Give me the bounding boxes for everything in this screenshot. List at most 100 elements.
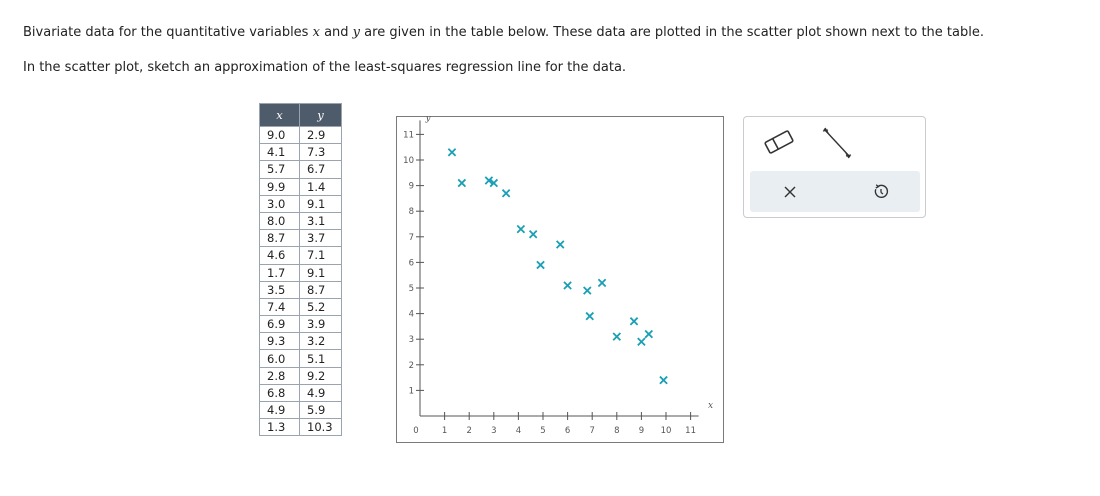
cell-y: 3.1	[299, 211, 342, 231]
plot-frame	[396, 116, 724, 443]
x-tick-label: 9	[639, 426, 644, 436]
table-row: 6.8 4.9	[259, 383, 342, 403]
table-row: 5.7 6.7	[259, 160, 342, 179]
table-row: 8.0 3.1	[259, 211, 342, 231]
data-point	[555, 240, 565, 249]
eraser-icon[interactable]	[762, 129, 796, 159]
cell-x: 8.0	[259, 211, 300, 231]
cell-x: 6.8	[259, 383, 300, 403]
data-point	[583, 286, 592, 295]
data-point	[457, 178, 467, 188]
cell-x: 2.8	[259, 366, 300, 385]
cell-x: 4.9	[259, 400, 300, 420]
table-row: 4.9 5.9	[259, 400, 342, 420]
table-row: 9.9 1.4	[259, 177, 342, 196]
y-tick-label: 3	[409, 335, 414, 345]
cell-x: 9.0	[259, 125, 300, 145]
cell-y: 10.3	[299, 418, 342, 437]
data-point	[536, 260, 545, 270]
table-row: 9.0 2.9	[259, 125, 342, 145]
cell-x: 3.0	[259, 194, 300, 213]
data-point	[447, 148, 457, 157]
line-tool-icon[interactable]	[818, 125, 856, 165]
cell-y: 7.1	[299, 246, 342, 265]
data-point	[484, 176, 494, 185]
cell-x: 1.3	[259, 418, 300, 437]
cell-y: 7.3	[299, 143, 342, 162]
cell-y: 1.4	[299, 177, 342, 196]
table-row: 6.0 5.1	[259, 349, 342, 368]
table-row: 4.6 7.1	[259, 246, 342, 265]
data-point	[501, 189, 511, 198]
x-tick-label: 4	[516, 426, 521, 436]
close-icon[interactable]	[782, 184, 798, 204]
var-y: y	[352, 25, 361, 40]
y-tick-label: 6	[409, 258, 414, 268]
var-x: x	[312, 25, 320, 40]
y-tick-label: 2	[409, 361, 414, 371]
cell-x: 9.9	[259, 177, 300, 196]
x-tick-label: 7	[589, 426, 594, 436]
table-row: 1.3 10.3	[259, 418, 342, 437]
data-point	[597, 278, 607, 288]
table-row: 8.7 3.7	[259, 229, 342, 248]
table-header-row: x y	[259, 103, 342, 127]
y-tick-label: 8	[409, 207, 414, 217]
cell-y: 6.7	[299, 160, 342, 179]
cell-y: 9.2	[299, 366, 342, 385]
cell-y: 5.2	[299, 297, 342, 317]
undo-icon[interactable]	[872, 183, 890, 205]
prompt-line-2: In the scatter plot, sketch an approxima…	[23, 60, 627, 75]
cell-x: 1.7	[259, 263, 300, 282]
table-row: 7.4 5.2	[259, 297, 342, 317]
drawing-toolbar	[743, 116, 926, 218]
data-point	[563, 281, 572, 290]
table-row: 2.8 9.2	[259, 366, 342, 385]
cell-y: 4.9	[299, 383, 342, 403]
x-tick-label: 10	[661, 426, 672, 436]
data-point	[629, 317, 639, 326]
cell-x: 6.9	[259, 315, 300, 334]
y-axis-label: y	[424, 116, 431, 123]
x-tick-label: 5	[540, 426, 545, 436]
table-row: 1.7 9.1	[259, 263, 342, 282]
cell-y: 9.1	[299, 194, 342, 213]
y-tick-label: 11	[403, 130, 414, 140]
prompt-line-1: Bivariate data for the quantitative vari…	[23, 25, 984, 40]
prompt-text: Bivariate data for the quantitative vari…	[23, 25, 313, 40]
column-header-y: y	[299, 103, 342, 127]
table-row: 4.1 7.3	[259, 143, 342, 162]
x-tick-label: 6	[565, 426, 570, 436]
data-point	[516, 224, 526, 234]
cell-x: 5.7	[259, 160, 300, 179]
data-point	[637, 337, 646, 346]
x-axis-label: x	[708, 401, 713, 411]
cell-x: 4.1	[259, 143, 300, 162]
cell-x: 4.6	[259, 246, 300, 265]
x-tick-label: 11	[685, 426, 696, 436]
data-point	[585, 311, 594, 321]
cell-y: 3.7	[299, 229, 342, 248]
cell-y: 2.9	[299, 125, 342, 145]
x-tick-label: 3	[491, 426, 496, 436]
data-point	[612, 332, 622, 341]
y-tick-label: 10	[403, 156, 414, 166]
table-row: 3.5 8.7	[259, 280, 342, 299]
data-points	[447, 148, 668, 385]
cell-x: 3.5	[259, 280, 300, 299]
table-row: 6.9 3.9	[259, 315, 342, 334]
cell-y: 8.7	[299, 280, 342, 299]
action-bar	[750, 171, 920, 212]
cell-y: 5.9	[299, 400, 342, 420]
y-tick-label: 1	[409, 386, 414, 396]
data-point	[659, 375, 668, 385]
cell-y: 3.9	[299, 315, 342, 334]
data-point	[528, 230, 538, 239]
cell-x: 6.0	[259, 349, 300, 368]
cell-x: 8.7	[259, 229, 300, 248]
data-point	[644, 329, 654, 339]
x-tick-label: 2	[466, 426, 471, 436]
y-tick-label: 5	[409, 284, 414, 294]
